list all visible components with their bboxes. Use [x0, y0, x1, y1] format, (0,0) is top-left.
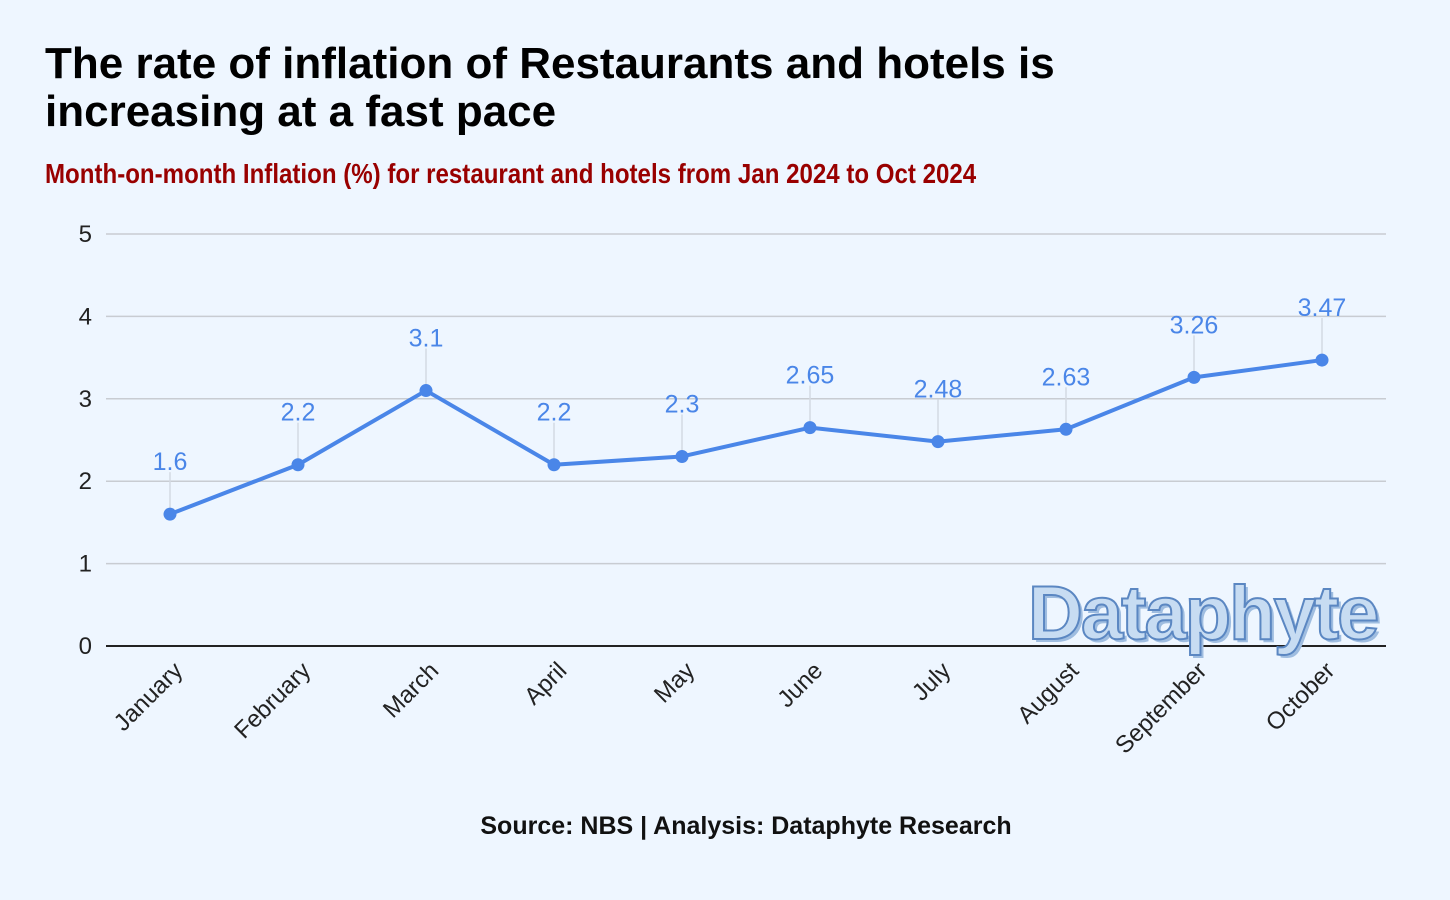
data-labels: 1.6 2.2 3.1 2.2 2.3 2.65 2.48 2.63 3.26 3.47	[153, 294, 1347, 476]
data-label: 2.65	[786, 362, 835, 390]
data-point	[419, 384, 433, 398]
x-tick-label: September	[1110, 657, 1212, 759]
data-point	[675, 449, 689, 463]
y-tick-label: 3	[79, 386, 92, 413]
x-tick-label: January	[109, 657, 188, 736]
dataphyte-logo: Dataphyte	[1027, 570, 1380, 657]
data-label: 3.47	[1298, 294, 1347, 322]
data-point	[547, 458, 561, 472]
data-point	[291, 458, 305, 472]
y-tick-label: 0	[79, 633, 92, 660]
x-tick-label: July	[907, 657, 956, 706]
y-tick-label: 5	[79, 221, 92, 248]
data-label: 1.6	[153, 448, 188, 476]
gridlines	[106, 233, 1386, 647]
label-leaders	[169, 318, 1323, 509]
data-label: 3.26	[1170, 311, 1219, 339]
chart-title: The rate of inflation of Restaurants and…	[45, 39, 1055, 136]
y-tick-label: 1	[79, 551, 92, 578]
data-points	[163, 353, 1329, 521]
data-label: 2.2	[537, 399, 572, 427]
y-axis-ticks: 0 1 2 3 4 5	[79, 221, 92, 660]
y-tick-label: 4	[79, 303, 92, 330]
data-point	[1315, 353, 1329, 367]
series-line	[168, 358, 1324, 517]
x-tick-label: June	[772, 657, 828, 713]
data-point	[803, 421, 817, 435]
data-point	[1059, 422, 1073, 436]
x-tick-label: October	[1261, 657, 1340, 736]
data-label: 2.63	[1042, 363, 1091, 391]
x-tick-label: April	[519, 657, 572, 710]
series-line-layer	[168, 358, 1324, 517]
x-axis-ticks: January February March April May June July Augu…	[109, 657, 1340, 759]
data-label: 3.1	[409, 325, 444, 353]
data-label: 2.2	[281, 399, 316, 427]
x-tick-label: August	[1012, 657, 1084, 729]
y-tick-label: 2	[79, 468, 92, 495]
data-label: 2.48	[914, 376, 963, 404]
data-point	[1187, 370, 1201, 384]
data-point	[163, 507, 177, 521]
x-tick-label: May	[649, 657, 700, 708]
data-label: 2.3	[665, 390, 700, 418]
x-tick-label: March	[378, 657, 444, 723]
x-tick-label: February	[229, 657, 316, 744]
data-point	[931, 435, 945, 449]
source-note: Source: NBS | Analysis: Dataphyte Resear…	[480, 812, 1012, 840]
chart-subtitle: Month-on-month Inflation (%) for restaur…	[45, 158, 977, 189]
